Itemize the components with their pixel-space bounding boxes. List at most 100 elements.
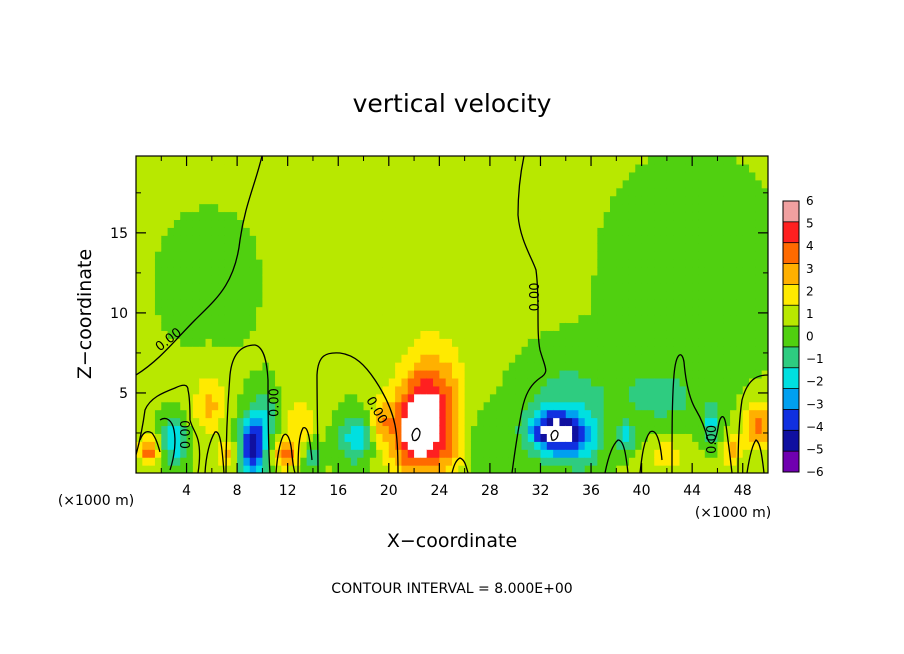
heatmap-cell — [470, 465, 478, 473]
heatmap-cell — [161, 417, 169, 427]
heatmap-cell — [559, 441, 567, 450]
heatmap-cell — [597, 457, 605, 466]
heatmap-cell — [628, 354, 636, 363]
heatmap-cell — [578, 385, 586, 395]
heatmap-cell — [603, 314, 611, 324]
heatmap-cell — [369, 409, 377, 419]
heatmap-cell — [540, 393, 548, 403]
heatmap-cell — [464, 298, 472, 308]
heatmap-cell — [452, 156, 459, 165]
heatmap-cell — [281, 369, 289, 379]
heatmap-cell — [641, 219, 649, 228]
heatmap-cell — [211, 409, 219, 419]
heatmap-cell — [331, 211, 339, 221]
heatmap-cell — [647, 417, 655, 427]
heatmap-cell — [610, 401, 617, 411]
heatmap-cell — [148, 266, 156, 276]
heatmap-cell — [237, 266, 245, 276]
heatmap-cell — [458, 171, 466, 181]
heatmap-cell — [287, 385, 295, 395]
heatmap-cell — [173, 163, 181, 173]
heatmap-cell — [249, 362, 257, 371]
heatmap-cell — [300, 457, 308, 466]
heatmap-cell — [458, 187, 466, 197]
heatmap-cell — [515, 322, 523, 331]
heatmap-cell — [173, 425, 181, 434]
heatmap-cell — [294, 377, 301, 387]
heatmap-cell — [249, 163, 257, 173]
heatmap-cell — [692, 385, 700, 395]
heatmap-cell — [660, 441, 668, 450]
heatmap-cell — [496, 409, 504, 419]
heatmap-cell — [262, 385, 270, 395]
heatmap-cell — [338, 274, 346, 284]
heatmap-cell — [439, 409, 447, 419]
heatmap-cell — [584, 306, 592, 316]
heatmap-cell — [433, 163, 440, 173]
heatmap-cell — [262, 369, 270, 379]
heatmap-cell — [685, 235, 693, 244]
heatmap-cell — [635, 211, 643, 221]
heatmap-cell — [553, 362, 561, 371]
heatmap-cell — [546, 211, 554, 221]
heatmap-cell — [275, 306, 282, 316]
heatmap-cell — [306, 306, 314, 316]
heatmap-cell — [527, 259, 535, 268]
heatmap-cell — [730, 179, 737, 189]
heatmap-cell — [742, 330, 750, 339]
heatmap-cell — [331, 259, 339, 268]
heatmap-cell — [534, 251, 542, 260]
heatmap-cell — [527, 449, 535, 458]
heatmap-cell — [237, 385, 245, 395]
heatmap-cell — [445, 346, 453, 355]
heatmap-cell — [211, 346, 219, 355]
colorbar-label: 3 — [806, 262, 814, 276]
heatmap-cell — [584, 457, 592, 466]
heatmap-cell — [224, 449, 232, 458]
heatmap-cell — [559, 156, 567, 165]
heatmap-cell — [154, 298, 162, 308]
heatmap-cell — [591, 369, 598, 379]
heatmap-cell — [559, 274, 567, 284]
heatmap-cell — [262, 227, 270, 236]
heatmap-cell — [483, 393, 491, 403]
heatmap-cell — [382, 465, 390, 473]
heatmap-cell — [698, 274, 706, 284]
heatmap-cell — [711, 179, 719, 189]
heatmap-cell — [376, 322, 384, 331]
heatmap-cell — [666, 251, 674, 260]
heatmap-cell — [395, 433, 403, 442]
heatmap-cell — [730, 385, 737, 395]
heatmap-cell — [711, 211, 719, 221]
heatmap-cell — [148, 179, 156, 189]
heatmap-cell — [433, 425, 440, 434]
heatmap-cell — [730, 290, 737, 300]
heatmap-cell — [578, 417, 586, 427]
heatmap-cell — [603, 156, 611, 165]
heatmap-cell — [521, 179, 529, 189]
heatmap-cell — [565, 203, 573, 213]
heatmap-cell — [350, 362, 358, 371]
heatmap-cell — [534, 377, 542, 387]
heatmap-cell — [426, 322, 434, 331]
heatmap-cell — [312, 338, 320, 347]
heatmap-cell — [704, 227, 712, 236]
heatmap-cell — [224, 290, 232, 300]
heatmap-cell — [243, 211, 251, 221]
heatmap-cell — [610, 346, 617, 355]
heatmap-cell — [578, 203, 586, 213]
heatmap-cell — [534, 362, 542, 371]
heatmap-cell — [647, 322, 655, 331]
heatmap-cell — [508, 282, 516, 292]
heatmap-cell — [401, 187, 409, 197]
heatmap-cell — [369, 156, 377, 165]
heatmap-cell — [553, 449, 561, 458]
heatmap-cell — [439, 171, 447, 181]
heatmap-cell — [275, 354, 282, 363]
heatmap-cell — [433, 433, 440, 442]
heatmap-cell — [173, 156, 181, 165]
heatmap-cell — [730, 266, 737, 276]
heatmap-cell — [199, 401, 207, 411]
heatmap-cell — [287, 377, 295, 387]
heatmap-cell — [654, 409, 662, 419]
